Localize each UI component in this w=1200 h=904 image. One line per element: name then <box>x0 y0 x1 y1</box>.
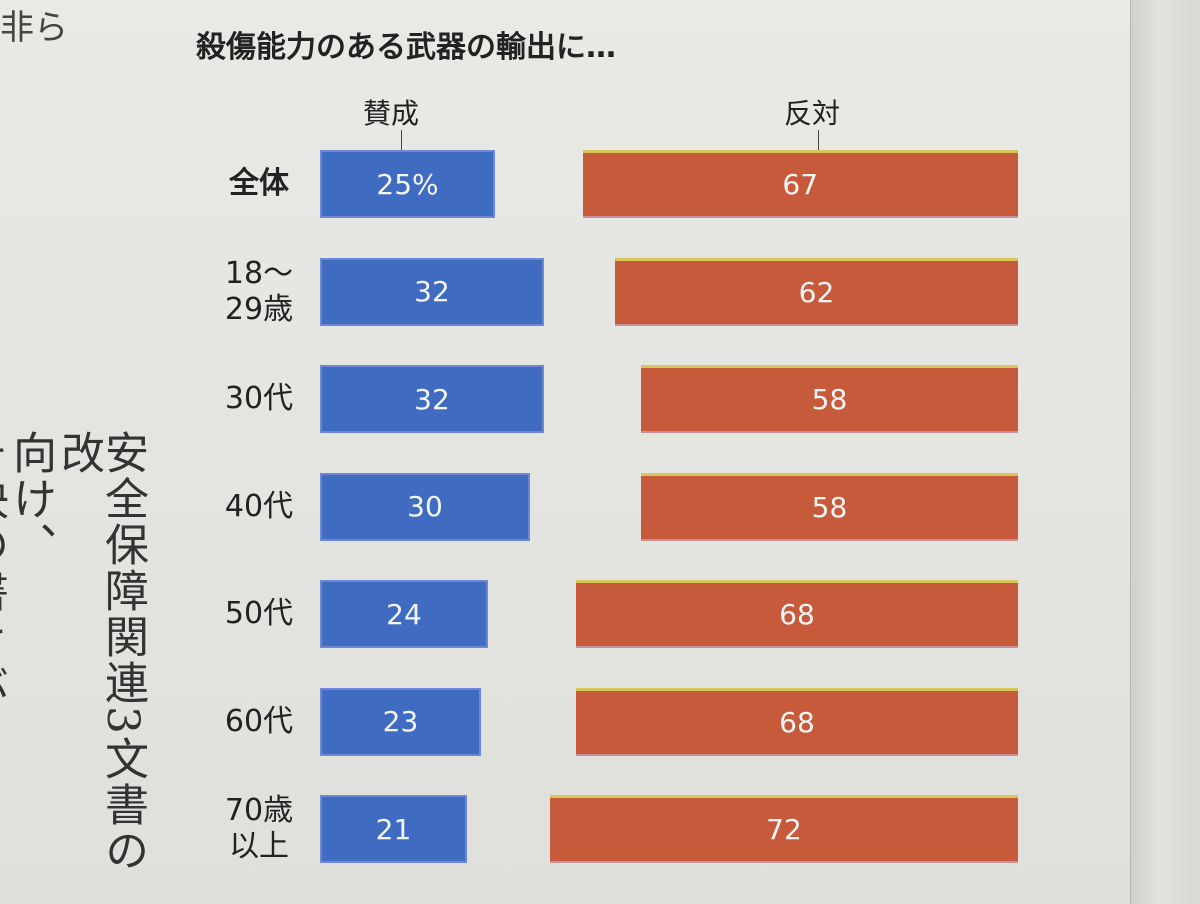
corner-text: 非ら <box>0 8 68 48</box>
category-label-line: 以上 <box>229 829 289 864</box>
page-fold-strip <box>1130 0 1200 904</box>
series-label-support: 賛成 <box>363 97 420 130</box>
category-label-line: 29歳 <box>224 291 294 327</box>
side-text-line: 安全保障関連3文書の改 <box>53 430 148 874</box>
bar-oppose-value: 67 <box>782 168 819 201</box>
bar-oppose-value: 68 <box>779 598 815 631</box>
bar-support-value: 30 <box>407 490 443 523</box>
series-label-oppose: 反対 <box>784 97 841 130</box>
article-side-column: 安全保障関連3文書の改 向け、 そ決の書きぶり <box>0 430 148 904</box>
category-label-line: 30代 <box>224 381 294 416</box>
bar-support: 24 <box>320 580 488 648</box>
bar-support: 23 <box>320 687 481 756</box>
category-label: 18〜 29歳 <box>204 256 314 328</box>
bar-oppose-value: 72 <box>766 813 802 846</box>
bar-oppose: 58 <box>641 472 1018 541</box>
bar-support-value: 25% <box>376 167 439 201</box>
bar-oppose-value: 58 <box>811 383 848 416</box>
series-label-leader <box>818 130 819 152</box>
bar-support-value: 21 <box>375 812 412 846</box>
category-label: 30代 <box>204 381 314 417</box>
bar-support-value: 24 <box>386 597 422 631</box>
bar-oppose: 68 <box>576 580 1018 648</box>
category-label: 全体 <box>204 166 314 202</box>
bar-support: 21 <box>320 795 467 863</box>
bar-support-value: 32 <box>414 275 450 308</box>
bar-oppose: 72 <box>550 795 1018 863</box>
bar-oppose-value: 58 <box>811 490 848 524</box>
bar-support-value: 23 <box>382 705 419 738</box>
bar-oppose: 58 <box>641 365 1018 433</box>
category-label: 60代 <box>204 704 314 740</box>
category-label-line: 50代 <box>224 596 294 631</box>
side-text-line: そ決の書きぶり <box>0 430 8 752</box>
series-label-leader <box>401 130 402 152</box>
bar-support: 32 <box>320 365 544 433</box>
bar-oppose: 67 <box>582 150 1018 218</box>
category-label-line: 60代 <box>224 703 294 739</box>
category-label: 70歳 以上 <box>204 793 314 865</box>
side-text-line: 向け、 <box>5 430 56 568</box>
bar-support: 30 <box>320 472 530 541</box>
category-label: 50代 <box>204 596 314 632</box>
bar-oppose: 62 <box>615 257 1018 326</box>
category-label-line: 70歳 <box>224 793 294 828</box>
bar-support: 25% <box>320 150 495 218</box>
chart-title: 殺傷能力のある武器の輸出に… <box>196 30 616 65</box>
bar-support: 32 <box>320 257 544 326</box>
category-label: 40代 <box>204 489 314 525</box>
category-label-line: 全体 <box>229 166 289 201</box>
category-label-line: 40代 <box>224 488 294 524</box>
bar-support-value: 32 <box>414 382 450 416</box>
bar-oppose: 68 <box>576 687 1018 756</box>
category-label-line: 18〜 <box>224 255 294 291</box>
bar-oppose-value: 68 <box>779 705 815 739</box>
bar-oppose-value: 62 <box>798 275 835 309</box>
